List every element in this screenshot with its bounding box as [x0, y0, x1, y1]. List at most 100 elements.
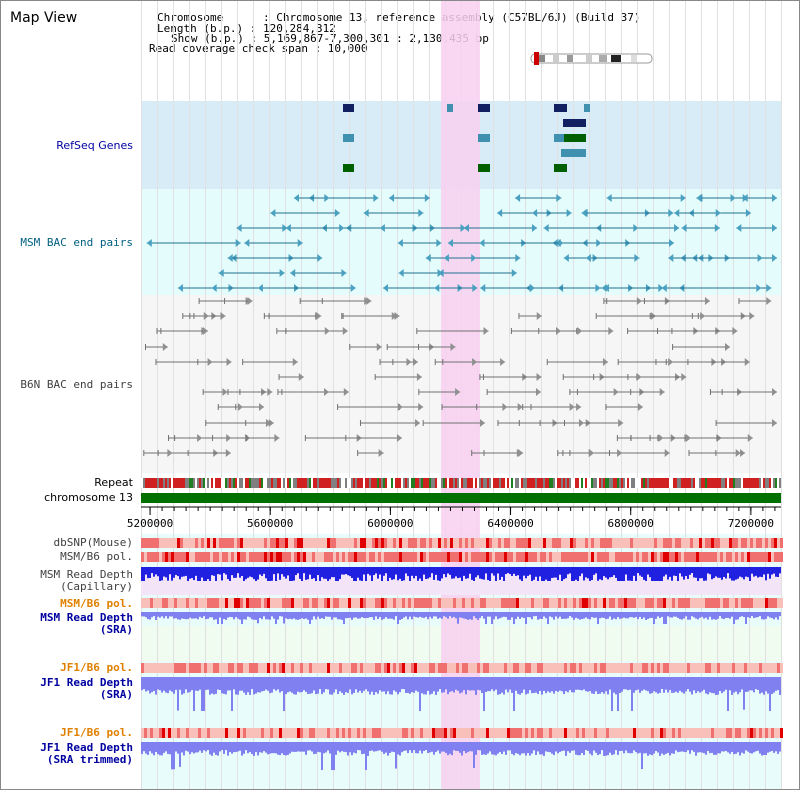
msm-b6-pol2-heat-cell	[540, 598, 543, 608]
msm-b6-pol-heat-cell	[720, 552, 723, 562]
msm-sra-depth-bar	[669, 612, 671, 618]
msm-sra-depth-bar	[635, 612, 637, 618]
jf1-trimmed-depth-bar	[449, 742, 451, 754]
dbsnp-heat-cell	[243, 538, 246, 548]
jf1-sra-depth-bar	[413, 677, 415, 693]
gene-feature	[478, 164, 490, 172]
jf1-b6-pol-heat-cell	[180, 663, 183, 673]
jf1-trimmed-depth-bar	[575, 742, 577, 755]
dbsnp-heat-cell	[168, 538, 171, 548]
repeat-element	[767, 478, 769, 488]
msm-capillary-depth-bar	[365, 567, 367, 581]
jf1-trimmed-depth-bar	[299, 742, 301, 752]
msm-b6-pol2-heat-cell	[720, 598, 723, 608]
dbsnp-heat-cell	[453, 538, 456, 548]
msm-capillary-depth-bar	[369, 567, 371, 576]
jf1-trimmed-depth-bar	[541, 742, 543, 755]
b6n-bac-end	[292, 358, 298, 366]
msm-b6-pol2-heat-cell	[201, 598, 204, 608]
jf1-sra-depth-bar	[519, 677, 521, 695]
jf1-trimmed-depth-bar	[661, 742, 663, 754]
jf1-trimmed-depth-bar	[151, 742, 153, 754]
msm-b6-pol-heat-cell	[348, 552, 351, 562]
jf1-b6-pol-heat-cell	[315, 663, 318, 673]
msm-b6-pol2-heat-cell	[480, 598, 483, 608]
jf1-sra-depth-bar	[195, 677, 197, 691]
dbsnp-heat-cell	[615, 538, 618, 548]
msm-b6-pol-heat-cell	[204, 552, 207, 562]
msm-capillary-depth-bar	[591, 567, 593, 580]
jf1-sra-depth-bar	[673, 677, 675, 693]
jf1-trimmed-depth-bar	[339, 742, 341, 753]
msm-sra-depth-bar	[499, 612, 501, 619]
repeat-element	[229, 478, 231, 488]
msm-b6-pol2-heat-cell	[468, 598, 471, 608]
msm-capillary-depth-bar	[551, 567, 553, 578]
msm-b6-pol-heat-cell	[318, 552, 321, 562]
jf1-sra-depth-bar	[293, 677, 295, 695]
jf1-sra-depth-bar	[171, 677, 173, 692]
jf1-sra-depth-bar	[415, 677, 417, 691]
jf1-trimmed-depth-bar	[553, 742, 555, 756]
repeat-element	[413, 478, 415, 488]
b6n-bac-end	[222, 388, 228, 396]
repeat-element	[341, 478, 343, 488]
repeat-element	[509, 478, 511, 488]
msm-bac-end	[674, 224, 680, 232]
b6n-bac-end	[483, 327, 489, 335]
msm-b6-pol2-heat-cell	[261, 598, 264, 608]
jf1-trimmed-depth-bar	[605, 742, 607, 756]
jf1-sra-depth-bar	[253, 677, 255, 695]
msm-capillary-depth-bar	[253, 567, 255, 580]
jf1-sra-depth-bar	[441, 677, 443, 693]
jf1-trimmed-depth-bar	[557, 742, 559, 754]
msm-bac-end	[279, 269, 285, 277]
jf1-trimmed-depth-bar	[627, 742, 629, 753]
jf1-trimmed-depth-bar	[713, 742, 715, 755]
msm-b6-pol-heat-cell	[303, 552, 306, 562]
msm-bac-end	[317, 254, 323, 262]
b6n-bac-end	[324, 327, 330, 335]
jf1-sra-depth-bar	[431, 677, 433, 694]
msm-sra-depth-bar	[737, 612, 739, 620]
msm-b6-pol-heat-cell	[420, 552, 423, 562]
track-label-msm-b6-pol-2: MSM/B6 pol.	[60, 597, 133, 610]
jf1-b6-pol2-heat-cell	[483, 728, 486, 738]
msm-capillary-depth-bar	[185, 567, 187, 576]
msm-sra-depth-bar	[363, 612, 365, 619]
msm-bac-end	[227, 254, 233, 262]
jf1-trimmed-depth-bar	[601, 742, 603, 751]
jf1-b6-pol2-heat-cell	[549, 728, 552, 738]
msm-b6-pol-heat-cell	[231, 552, 234, 562]
msm-bac-end	[696, 194, 702, 202]
msm-b6-pol-heat-cell	[219, 552, 222, 562]
msm-b6-pol2-heat-cell	[243, 598, 246, 608]
msm-sra-depth-bar	[501, 612, 503, 618]
msm-sra-depth-bar	[179, 612, 181, 620]
repeat-element	[521, 478, 523, 488]
msm-sra-depth-bar	[371, 612, 373, 618]
jf1-b6-pol-heat-cell	[348, 663, 351, 673]
jf1-sra-depth-bar	[777, 677, 779, 691]
repeat-element	[683, 478, 685, 488]
repeat-element	[205, 478, 207, 488]
dbsnp-heat-cell	[291, 538, 294, 548]
msm-capillary-depth-bar	[305, 567, 307, 580]
repeat-element	[665, 478, 667, 488]
msm-bac-end	[772, 224, 777, 232]
jf1-b6-pol-heat-cell	[555, 663, 558, 673]
repeat-element	[769, 478, 771, 488]
msm-b6-pol-heat-cell	[243, 552, 246, 562]
msm-sra-depth-bar	[673, 612, 675, 617]
repeat-element	[701, 478, 703, 488]
jf1-b6-pol-heat-cell	[360, 663, 363, 673]
msm-b6-pol-heat-cell	[537, 552, 540, 562]
msm-capillary-depth-bar	[335, 567, 337, 581]
repeat-element	[257, 478, 259, 488]
jf1-sra-depth-bar	[597, 677, 599, 694]
jf1-b6-pol2-heat-cell	[717, 728, 720, 738]
jf1-trimmed-depth-bar	[667, 742, 669, 753]
msm-bac-end	[379, 224, 385, 232]
jf1-sra-depth-bar	[453, 677, 455, 693]
